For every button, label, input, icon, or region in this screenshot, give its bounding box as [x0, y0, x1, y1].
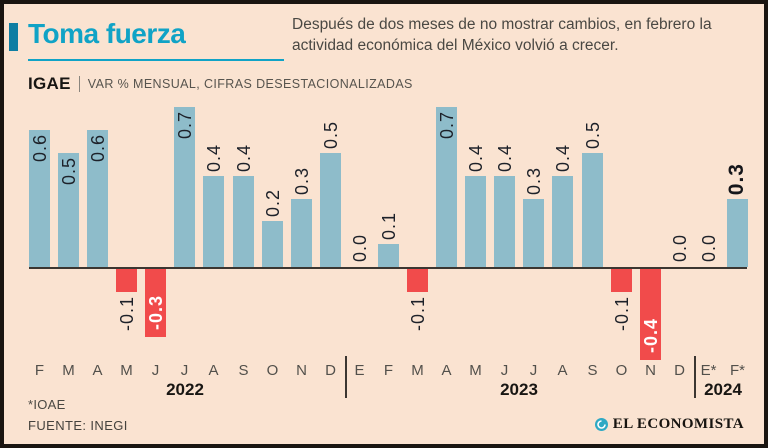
- axis-month-label: O: [266, 362, 279, 379]
- positive-bar: [320, 153, 341, 267]
- axis-month-label: J: [529, 362, 538, 379]
- year-group-divider: [694, 356, 696, 398]
- year-group-divider: [345, 356, 347, 398]
- positive-bar: [523, 199, 544, 267]
- bar-value-label: 0.3: [291, 166, 312, 195]
- bar-value-label: -0.1: [611, 296, 632, 332]
- bar-value-label: 0.1: [378, 211, 399, 240]
- chart-subtitle: Después de dos meses de no mostrar cambi…: [292, 16, 712, 54]
- chart-kicker: IGAE VAR % MENSUAL, CIFRAS DESESTACIONAL…: [28, 74, 413, 94]
- chart-source: FUENTE: INEGI: [28, 418, 128, 433]
- axis-month-label: E: [354, 362, 365, 379]
- chart-footnote: *IOAE: [28, 397, 66, 412]
- positive-bar: [552, 176, 573, 267]
- bar-value-label: 0.3: [523, 166, 544, 195]
- positive-bar: [87, 130, 108, 267]
- negative-bar: [116, 269, 137, 292]
- positive-bar: [203, 176, 224, 267]
- axis-month-label: D: [325, 362, 336, 379]
- positive-bar: [29, 130, 50, 267]
- positive-bar: [378, 244, 399, 267]
- bar-chart: 0.6 F 0.5 M 0.6 A -0.1 M -0.3 J 0.7 J 0.4 A 0.4 S 0.2 O 0.…: [4, 4, 764, 444]
- axis-month-label: M: [469, 362, 482, 379]
- negative-bar: [407, 269, 428, 292]
- bar-value-label: 0.7: [174, 111, 195, 140]
- el-economista-globe-icon: [594, 418, 608, 431]
- indicator-name: IGAE: [28, 74, 71, 93]
- brand-name: EL ECONOMISTA: [612, 416, 744, 432]
- axis-month-label: M: [120, 362, 133, 379]
- zero-axis-line: [29, 267, 747, 269]
- bar-value-label: 0.5: [58, 157, 79, 186]
- bar-value-label: 0.4: [494, 143, 515, 172]
- negative-bar: [145, 269, 166, 337]
- bar-value-label: 0.6: [87, 134, 108, 163]
- title-underline: [28, 59, 284, 61]
- bar-value-label: 0.5: [582, 120, 603, 149]
- axis-month-label: F: [34, 362, 45, 379]
- bar-value-label: 0.5: [320, 120, 341, 149]
- axis-month-label: J: [151, 362, 160, 379]
- positive-bar: [262, 221, 283, 267]
- bar-value-label: 0.2: [262, 188, 283, 217]
- axis-month-label: N: [645, 362, 656, 379]
- axis-month-label: S: [587, 362, 598, 379]
- axis-year-label: 2024: [704, 380, 742, 399]
- kicker-separator: [78, 76, 80, 92]
- bar-value-label: 0.6: [29, 134, 50, 163]
- positive-bar: [465, 176, 486, 267]
- bar-value-label: 0.0: [698, 233, 719, 262]
- bar-value-label: 0.4: [203, 143, 224, 172]
- brand-logo: EL ECONOMISTA: [594, 416, 744, 433]
- positive-bar: [233, 176, 254, 267]
- axis-year-label: 2022: [166, 380, 204, 399]
- axis-month-label: F*: [730, 362, 745, 379]
- bar-value-label: 0.3: [724, 162, 748, 195]
- axis-month-label: J: [500, 362, 509, 379]
- title-accent-mark: [9, 23, 18, 51]
- positive-bar: [494, 176, 515, 267]
- axis-month-label: A: [441, 362, 452, 379]
- page-title: Toma fuerza: [28, 18, 186, 49]
- axis-month-label: M: [411, 362, 424, 379]
- bar-value-label: -0.3: [145, 294, 166, 330]
- axis-month-label: A: [208, 362, 219, 379]
- axis-month-label: D: [674, 362, 685, 379]
- positive-bar: [727, 199, 748, 267]
- positive-bar: [582, 153, 603, 267]
- axis-month-label: M: [62, 362, 75, 379]
- axis-month-label: A: [557, 362, 568, 379]
- axis-month-label: N: [296, 362, 307, 379]
- bar-value-label: 0.4: [233, 143, 254, 172]
- indicator-description: VAR % MENSUAL, CIFRAS DESESTACIONALIZADA…: [87, 77, 413, 91]
- axis-month-label: F: [383, 362, 394, 379]
- bar-value-label: 0.0: [349, 233, 370, 262]
- bar-value-label: 0.7: [436, 111, 457, 140]
- bar-value-label: 0.0: [669, 233, 690, 262]
- axis-year-label: 2023: [500, 380, 538, 399]
- axis-month-label: O: [615, 362, 628, 379]
- negative-bar: [611, 269, 632, 292]
- bar-value-label: -0.1: [407, 296, 428, 332]
- positive-bar: [436, 107, 457, 267]
- bar-value-label: -0.4: [640, 317, 661, 353]
- negative-bar: [640, 269, 661, 360]
- bar-value-label: -0.1: [116, 296, 137, 332]
- positive-bar: [291, 199, 312, 267]
- bar-value-label: 0.4: [465, 143, 486, 172]
- bar-value-label: 0.4: [552, 143, 573, 172]
- axis-month-label: A: [92, 362, 103, 379]
- positive-bar: [174, 107, 195, 267]
- axis-month-label: J: [180, 362, 189, 379]
- axis-month-label: E*: [700, 362, 717, 379]
- positive-bar: [58, 153, 79, 267]
- axis-month-label: S: [238, 362, 249, 379]
